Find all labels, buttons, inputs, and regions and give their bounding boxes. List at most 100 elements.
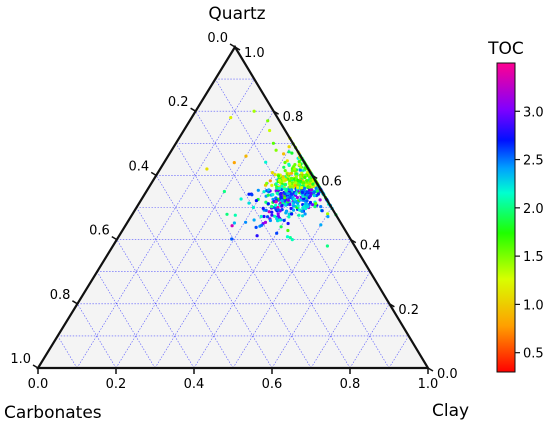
data-point	[288, 196, 292, 200]
tick-mark-quartz	[427, 367, 434, 372]
data-point	[262, 190, 266, 194]
data-point	[311, 182, 315, 186]
data-point	[279, 195, 283, 199]
data-point	[266, 202, 270, 206]
data-point	[254, 225, 258, 229]
data-point	[297, 208, 301, 212]
data-point	[288, 202, 292, 207]
data-point	[244, 154, 248, 158]
data-point	[277, 174, 281, 178]
data-point	[293, 184, 297, 188]
data-point	[268, 179, 272, 183]
data-point	[294, 181, 298, 185]
tick-mark-quartz	[273, 110, 279, 115]
data-point	[277, 178, 281, 183]
data-point	[287, 172, 291, 176]
data-point	[280, 199, 284, 203]
tick-label-quartz: 0.6	[321, 174, 342, 189]
data-point	[287, 150, 291, 154]
data-point	[297, 162, 302, 167]
data-point	[291, 204, 296, 208]
data-point	[315, 189, 320, 193]
data-point	[290, 238, 294, 242]
data-point	[325, 244, 329, 248]
data-point	[274, 196, 278, 200]
data-point	[255, 234, 259, 238]
grid-line-clay	[310, 271, 371, 369]
data-point	[287, 215, 291, 219]
data-point	[314, 186, 318, 190]
grid-line-carbonates	[96, 271, 156, 369]
vertex-label-clay: Clay	[432, 401, 469, 421]
tick-mark-carbonates	[190, 107, 196, 112]
data-point	[267, 210, 271, 214]
data-point	[305, 179, 309, 183]
data-point	[310, 188, 314, 192]
data-point	[311, 203, 315, 207]
data-point	[303, 212, 307, 216]
data-point	[252, 109, 256, 113]
data-point	[270, 210, 274, 214]
tick-label-carbonates: 0.2	[168, 95, 189, 110]
tick-label-clay: 0.2	[106, 377, 127, 392]
data-point	[298, 168, 302, 172]
data-point	[273, 214, 277, 218]
data-point	[259, 214, 263, 219]
grid-line-clay	[76, 78, 255, 369]
data-point	[233, 213, 237, 217]
data-point	[284, 211, 288, 215]
data-point	[271, 141, 275, 145]
data-point	[309, 191, 313, 195]
data-point	[326, 215, 330, 219]
data-point	[283, 183, 287, 187]
data-point	[287, 212, 291, 216]
data-point	[251, 205, 256, 210]
data-point	[263, 220, 268, 224]
tick-label-carbonates: 0.6	[89, 224, 110, 239]
data-point	[276, 214, 281, 219]
data-point	[290, 151, 294, 155]
data-point	[298, 198, 302, 202]
grid-line-clay	[388, 335, 409, 369]
data-point	[296, 183, 300, 187]
data-point	[301, 181, 306, 185]
data-point	[230, 237, 234, 241]
data-point	[319, 223, 323, 227]
data-point	[308, 194, 312, 198]
tick-mark-carbonates	[229, 43, 236, 48]
data-point	[305, 193, 309, 197]
data-point	[247, 192, 251, 196]
tick-mark-carbonates	[150, 171, 157, 177]
data-point	[294, 192, 298, 196]
data-point	[282, 152, 286, 156]
data-point	[282, 187, 286, 191]
data-point	[271, 193, 275, 197]
data-point	[274, 203, 278, 207]
data-point	[296, 201, 300, 205]
tick-mark-carbonates	[111, 235, 118, 241]
data-point	[274, 182, 278, 186]
data-point	[279, 225, 283, 229]
data-point	[262, 214, 266, 219]
data-point	[308, 200, 313, 205]
data-point	[232, 221, 236, 225]
data-point	[288, 236, 292, 240]
data-point	[303, 175, 307, 180]
grid-line-carbonates	[77, 303, 117, 369]
tick-label-clay: 0.4	[184, 377, 205, 392]
data-point	[285, 235, 290, 239]
data-point	[288, 182, 292, 186]
data-point	[291, 208, 296, 212]
data-point	[289, 206, 293, 211]
grid-line-carbonates	[195, 111, 351, 369]
data-point	[230, 224, 234, 228]
data-point	[270, 213, 274, 217]
grid-line-clay	[349, 303, 390, 369]
vertex-label-carbonates: Carbonates	[4, 403, 102, 423]
data-point	[299, 179, 303, 183]
data-point	[276, 208, 280, 212]
data-point	[295, 195, 299, 200]
data-point	[283, 160, 287, 165]
data-point	[264, 200, 268, 204]
